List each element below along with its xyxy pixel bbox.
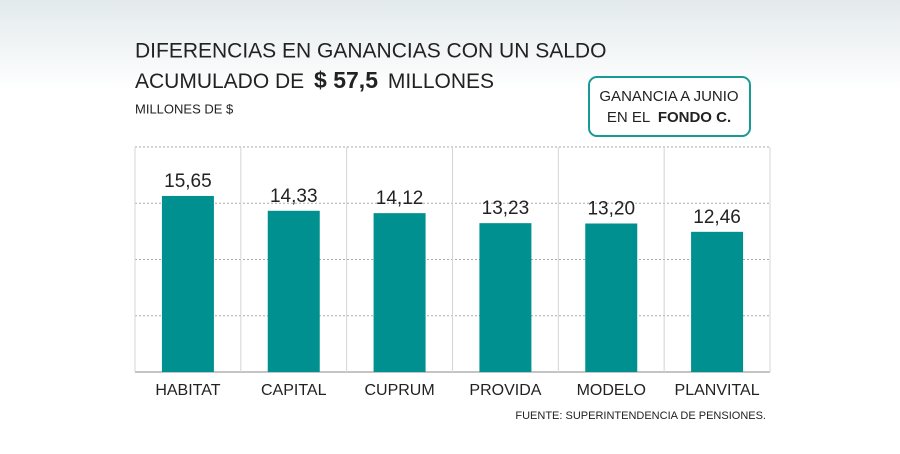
x-tick-label: CAPITAL (261, 382, 327, 399)
bar (267, 210, 320, 372)
value-label: 14,33 (270, 186, 318, 207)
chart-title: DIFERENCIAS EN GANANCIAS CON UN SALDO (135, 40, 606, 63)
value-label: 13,23 (482, 198, 530, 219)
x-tick-label: PROVIDA (469, 382, 541, 399)
annotation-box (588, 76, 751, 137)
title-part: MILLONES (388, 70, 494, 93)
annotation-part: EN EL (607, 109, 650, 126)
bar (479, 223, 532, 372)
title-bold: $ 57,5 (314, 67, 378, 93)
chart-title: ACUMULADO DE $ 57,5 MILLONES (135, 67, 494, 93)
source: FUENTE: SUPERINTENDENCIA DE PENSIONES. (515, 410, 766, 422)
bar (161, 195, 214, 372)
value-label: 14,12 (376, 188, 424, 209)
bar (373, 213, 426, 372)
value-label: 13,20 (587, 199, 635, 220)
value-label: 12,46 (693, 207, 741, 228)
value-label: 15,65 (164, 171, 212, 192)
annotation-bold: FONDO C. (658, 109, 731, 126)
x-tick-label: HABITAT (155, 382, 220, 399)
x-tick-label: CUPRUM (364, 382, 434, 399)
bar (585, 223, 638, 372)
annotation: EN EL FONDO C. (607, 109, 731, 126)
subtitle: MILLONES DE $ (135, 101, 234, 116)
title-part: ACUMULADO DE (135, 70, 304, 93)
annotation: GANANCIA A JUNIO (599, 88, 738, 105)
x-tick-label: PLANVITAL (675, 382, 760, 399)
bar (691, 231, 744, 372)
x-tick-label: MODELO (577, 382, 646, 399)
